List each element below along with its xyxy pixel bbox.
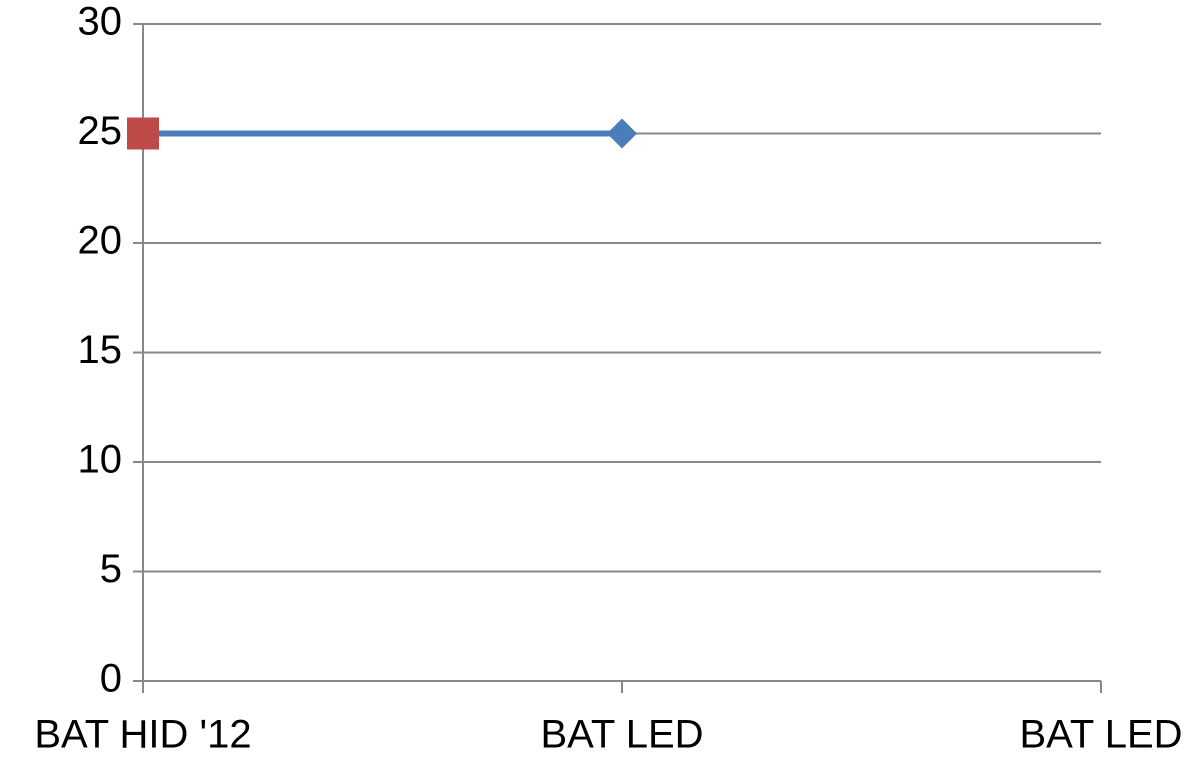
x-tick-label: BAT LED — [540, 713, 703, 757]
x-tick-label: BAT LED — [1019, 713, 1182, 757]
y-tick-label: 0 — [100, 657, 122, 701]
y-tick-label: 20 — [78, 219, 123, 263]
point-marker — [607, 118, 637, 149]
x-tick-label: BAT HID '12 — [34, 713, 251, 757]
y-tick-label: 25 — [78, 109, 123, 153]
y-tick-label: 5 — [100, 547, 122, 591]
y-tick-label: 15 — [78, 328, 123, 372]
y-tick-label: 30 — [78, 0, 123, 44]
y-tick-label: 10 — [78, 438, 123, 482]
point-marker — [127, 117, 159, 150]
